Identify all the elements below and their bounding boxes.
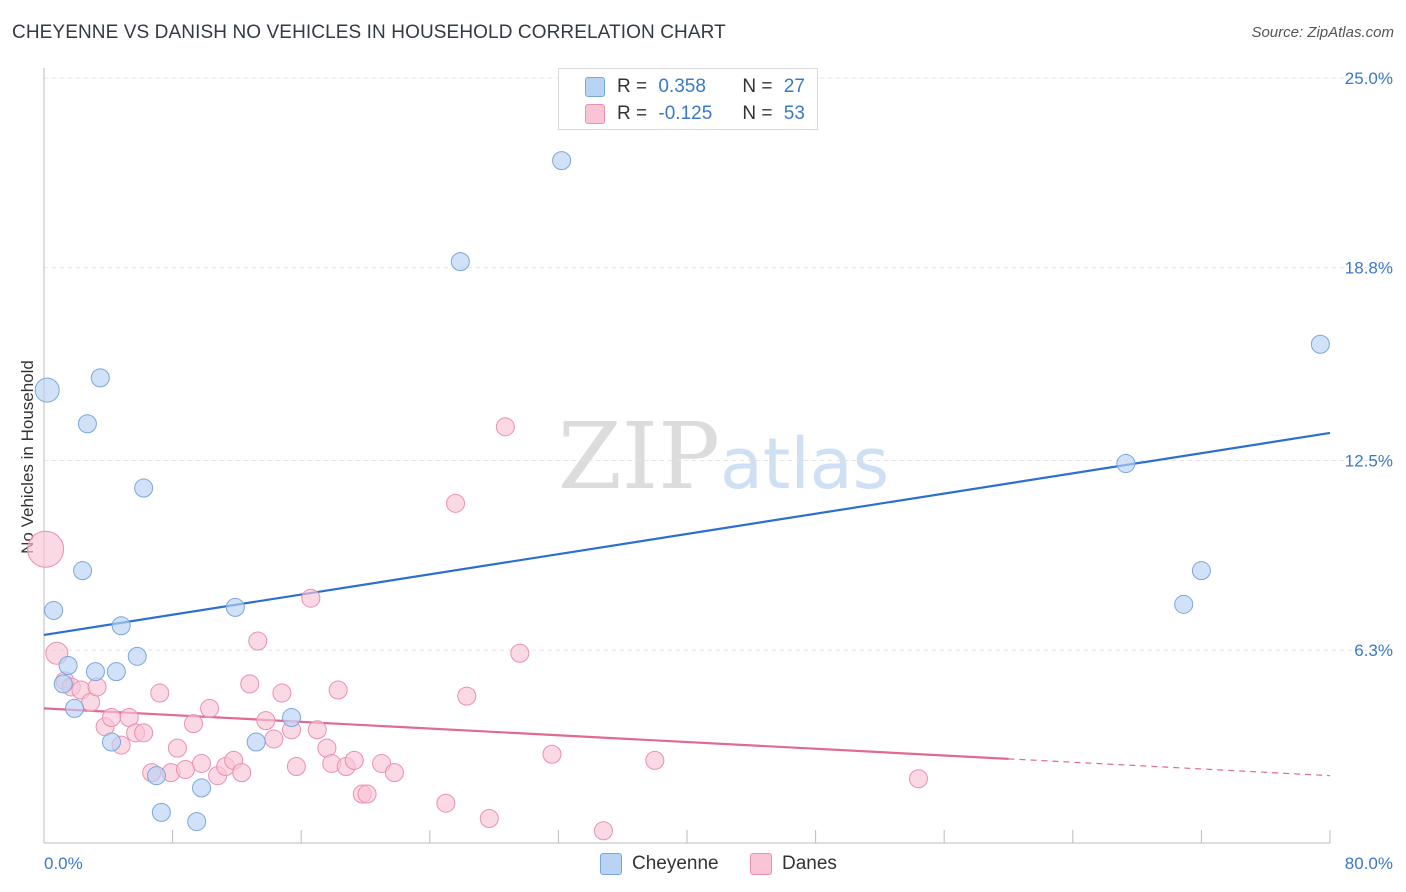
cheyenne-point — [552, 151, 572, 171]
cheyenne-point — [1174, 594, 1194, 614]
danes-point — [134, 723, 154, 743]
danes-point — [446, 493, 466, 513]
legend-item-cheyenne: Cheyenne — [600, 851, 719, 877]
danes-point — [908, 769, 928, 789]
r-value: 0.358 — [658, 76, 706, 97]
stats-legend: R = 0.358 N = 27 R = -0.125 N = 53 — [558, 68, 818, 130]
danes-point — [264, 729, 284, 749]
cheyenne-point — [1116, 454, 1136, 474]
danes-point — [384, 763, 404, 783]
danes-point — [150, 683, 170, 703]
danes-point — [200, 698, 220, 718]
r-label: R = — [617, 103, 648, 124]
danes-point — [495, 417, 515, 437]
chart-source: Source: ZipAtlas.com — [1251, 24, 1394, 41]
cheyenne-point — [147, 766, 167, 786]
watermark-zip: ZIP — [558, 403, 720, 510]
cheyenne-point — [58, 656, 78, 676]
cheyenne-point — [111, 616, 131, 636]
cheyenne-point — [90, 368, 110, 388]
y-tick-label: 12.5% — [1345, 452, 1393, 471]
cheyenne-legend-label: Cheyenne — [632, 853, 719, 874]
cheyenne-point — [282, 708, 302, 728]
n-label: N = — [742, 76, 773, 97]
danes-point — [286, 757, 306, 776]
danes-point — [479, 809, 499, 829]
watermark-atlas: atlas — [720, 423, 889, 505]
grid — [44, 77, 1392, 651]
danes-point — [344, 750, 364, 770]
x-tick-label: 80.0% — [1345, 854, 1393, 873]
y-tick-label: 25.0% — [1345, 69, 1393, 88]
danes-point — [192, 753, 212, 773]
r-label: R = — [617, 76, 648, 97]
cheyenne-point — [450, 252, 470, 272]
danes-point — [256, 711, 276, 731]
danes-point — [301, 588, 321, 608]
y-tick-label: 6.3% — [1354, 641, 1393, 660]
r-value: -0.125 — [658, 103, 713, 124]
cheyenne-point — [34, 377, 60, 403]
danes-point — [167, 738, 187, 758]
danes-point — [593, 821, 613, 841]
cheyenne-point — [102, 732, 122, 752]
danes-point — [436, 793, 456, 813]
n-label: N = — [742, 103, 773, 124]
danes-point — [457, 686, 477, 706]
cheyenne-point — [187, 812, 207, 832]
danes-point — [307, 720, 327, 740]
danes-point — [183, 714, 203, 734]
danes-point — [372, 753, 392, 773]
danes-point — [248, 631, 268, 651]
cheyenne-point — [1191, 561, 1211, 581]
cheyenne-point — [65, 698, 85, 718]
cheyenne-point — [151, 802, 171, 822]
cheyenne-point — [134, 478, 154, 498]
danes-point — [542, 744, 562, 764]
danes-legend-swatch — [750, 853, 772, 875]
cheyenne-point — [77, 414, 97, 434]
legend-row-danes: R = -0.125 N = 53 — [585, 102, 805, 126]
danes-trend-line — [43, 707, 1009, 760]
danes-legend-label: Danes — [782, 853, 837, 874]
legend-row-cheyenne: R = 0.358 N = 27 — [585, 75, 805, 99]
tick-labels: 6.3% 12.5% 18.8% 25.0% 0.0% 80.0% — [44, 69, 1393, 873]
chart-title: CHEYENNE VS DANISH NO VEHICLES IN HOUSEH… — [12, 22, 726, 43]
cheyenne-point — [73, 561, 93, 581]
danes-trend-extension — [1008, 758, 1331, 777]
data-points — [27, 151, 1330, 841]
n-value: 53 — [783, 103, 805, 124]
x-tick-label: 0.0% — [44, 854, 83, 873]
cheyenne-point — [106, 662, 126, 682]
cheyenne-point — [85, 662, 105, 682]
danes-point — [232, 763, 252, 783]
danes-point — [102, 708, 122, 728]
cheyenne-point — [127, 646, 147, 666]
legend-item-danes: Danes — [750, 851, 837, 877]
cheyenne-point — [44, 600, 64, 620]
danes-point — [328, 680, 348, 700]
cheyenne-point — [1310, 334, 1330, 354]
y-tick-label: 18.8% — [1345, 259, 1393, 278]
danes-point — [175, 760, 195, 780]
cheyenne-point — [192, 778, 212, 798]
danes-swatch — [585, 104, 605, 124]
cheyenne-legend-swatch — [600, 853, 622, 875]
cheyenne-point — [225, 597, 245, 617]
trend-lines — [43, 431, 1331, 777]
cheyenne-swatch — [585, 77, 605, 97]
n-value: 27 — [783, 76, 805, 97]
danes-point — [510, 643, 530, 663]
danes-point — [645, 750, 665, 770]
cheyenne-trend-line — [43, 431, 1331, 637]
axes — [43, 68, 1331, 844]
danes-point — [272, 683, 292, 703]
cheyenne-point — [246, 732, 266, 752]
danes-point — [357, 784, 377, 804]
danes-point — [240, 674, 260, 694]
danes-point — [27, 530, 65, 568]
cheyenne-point — [53, 674, 73, 694]
